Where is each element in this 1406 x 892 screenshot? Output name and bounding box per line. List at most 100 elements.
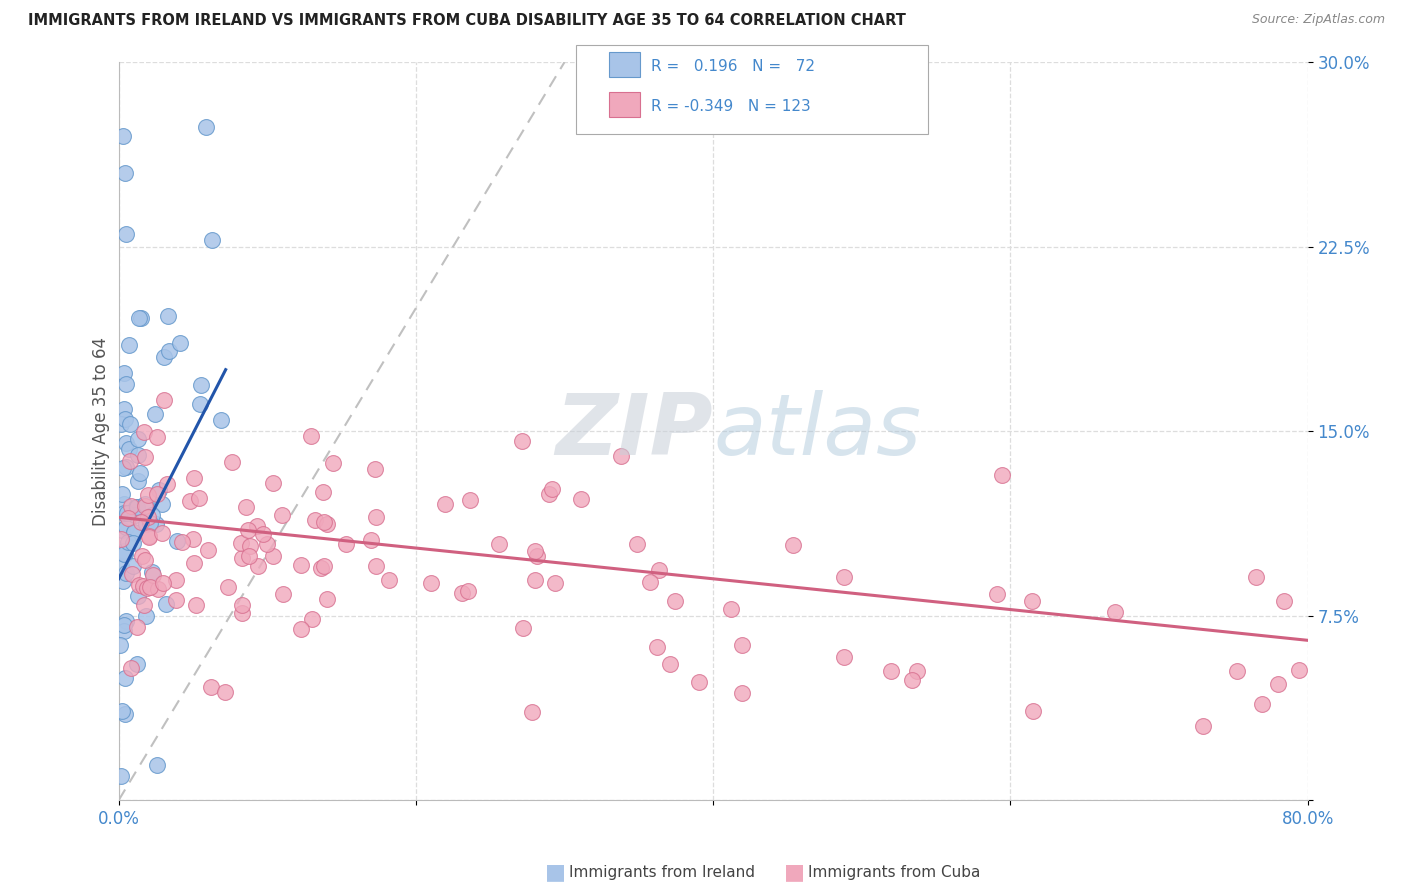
Point	[520, 705, 543, 719]
Point	[122, 559, 145, 574]
Point	[569, 492, 592, 507]
Point	[832, 650, 855, 665]
Point	[1251, 698, 1274, 712]
Point	[879, 664, 901, 678]
Point	[120, 454, 142, 468]
Point	[236, 523, 259, 537]
Point	[304, 513, 326, 527]
Text: ■: ■	[546, 863, 565, 882]
Point	[991, 468, 1014, 483]
Point	[152, 576, 174, 591]
Point	[127, 433, 149, 447]
Point	[510, 434, 533, 448]
Point	[110, 559, 132, 574]
Text: Immigrants from Cuba: Immigrants from Cuba	[808, 865, 981, 880]
Point	[141, 508, 163, 523]
Point	[246, 519, 269, 533]
Point	[135, 517, 157, 532]
Point	[125, 500, 148, 514]
Point	[1272, 594, 1295, 608]
Point	[110, 417, 132, 431]
Point	[457, 584, 479, 599]
Point	[115, 566, 138, 580]
Point	[127, 620, 149, 634]
Point	[377, 574, 399, 588]
Point	[1104, 605, 1126, 619]
Point	[111, 487, 134, 501]
Point	[134, 500, 156, 514]
Point	[1021, 594, 1043, 608]
Point	[364, 509, 387, 524]
Point	[360, 533, 382, 547]
Point	[128, 311, 150, 326]
Point	[128, 578, 150, 592]
Point	[125, 500, 148, 514]
Point	[664, 593, 686, 607]
Point	[541, 482, 564, 496]
Y-axis label: Disability Age 35 to 64: Disability Age 35 to 64	[93, 336, 110, 525]
Point	[720, 601, 742, 615]
Point	[488, 536, 510, 550]
Text: Immigrants from Ireland: Immigrants from Ireland	[569, 865, 755, 880]
Point	[136, 581, 159, 595]
Point	[544, 576, 567, 591]
Point	[221, 455, 243, 469]
Point	[125, 657, 148, 671]
Point	[229, 536, 252, 550]
Point	[138, 529, 160, 543]
Point	[115, 436, 138, 450]
Point	[197, 542, 219, 557]
Point	[1022, 705, 1045, 719]
Point	[111, 523, 134, 537]
Point	[645, 640, 668, 654]
Point	[108, 638, 131, 652]
Point	[1226, 664, 1249, 678]
Point	[111, 704, 134, 718]
Point	[169, 336, 191, 351]
Text: Source: ZipAtlas.com: Source: ZipAtlas.com	[1251, 13, 1385, 27]
Point	[143, 407, 166, 421]
Point	[290, 622, 312, 636]
Point	[148, 582, 170, 596]
Point	[118, 338, 141, 352]
Point	[165, 592, 187, 607]
Point	[314, 559, 336, 574]
Point	[252, 527, 274, 541]
Point	[638, 575, 661, 590]
Point	[114, 618, 136, 632]
Point	[115, 506, 138, 520]
Point	[115, 376, 138, 391]
Point	[150, 525, 173, 540]
Point	[183, 532, 205, 546]
Point	[201, 233, 224, 247]
Point	[114, 412, 136, 426]
Point	[214, 685, 236, 699]
Point	[316, 516, 339, 531]
Point	[122, 536, 145, 550]
Point	[165, 573, 187, 587]
Point	[986, 587, 1008, 601]
Point	[114, 459, 136, 474]
Point	[188, 397, 211, 411]
Point	[127, 474, 149, 488]
Point	[1191, 719, 1213, 733]
Point	[731, 686, 754, 700]
Point	[145, 758, 167, 772]
Point	[112, 506, 135, 520]
Point	[1288, 663, 1310, 677]
Point	[146, 487, 169, 501]
Point	[112, 544, 135, 558]
Point	[134, 450, 156, 464]
Point	[184, 598, 207, 612]
Point	[117, 511, 139, 525]
Point	[322, 456, 344, 470]
Point	[145, 517, 167, 532]
Point	[124, 508, 146, 522]
Point	[782, 538, 804, 552]
Point	[118, 417, 141, 432]
Point	[112, 128, 135, 143]
Point	[141, 565, 163, 579]
Point	[112, 547, 135, 561]
Point	[832, 570, 855, 584]
Point	[131, 549, 153, 563]
